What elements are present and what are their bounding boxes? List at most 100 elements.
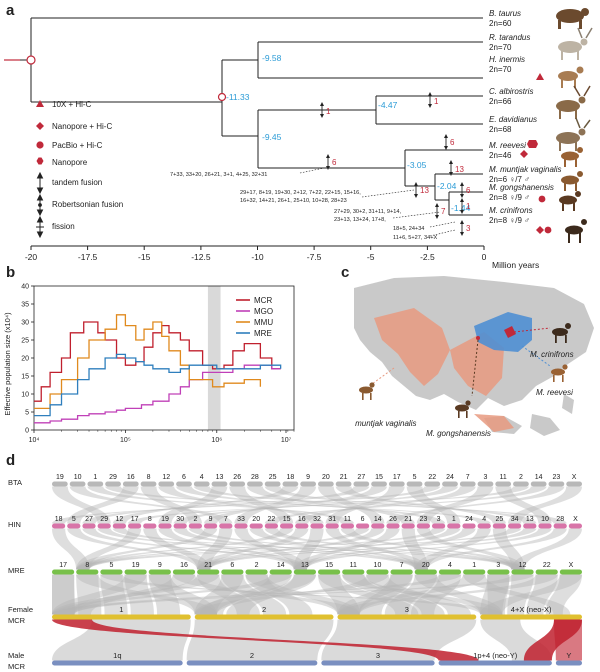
chromosome-bar bbox=[462, 523, 476, 529]
chromosome-number: 2n=46 bbox=[489, 151, 512, 160]
synteny-ribbon bbox=[511, 528, 582, 570]
chromosome-label: 31 bbox=[328, 516, 336, 523]
chromosome-bar bbox=[406, 481, 423, 487]
legend-label: Nanopore bbox=[52, 158, 88, 167]
synteny-plot: 19 10 1 29 16 8 12 6 4 13 26 28 25 18 9 20 21 27 15 17 5 22 24… bbox=[8, 474, 582, 671]
chromosome-bar bbox=[186, 660, 318, 666]
synteny-ribbon bbox=[67, 486, 139, 524]
species-name: B. taurus bbox=[489, 9, 521, 18]
chromosome-bar bbox=[52, 481, 68, 487]
shaded-period bbox=[207, 286, 221, 430]
chromosome-label: 3 bbox=[405, 605, 409, 614]
fusion-note: 11+6, 5+27, 34+X bbox=[393, 235, 437, 241]
fusion-arrow-icon bbox=[460, 220, 464, 236]
chromosome-bar bbox=[140, 481, 157, 487]
fusion-note: 29+17, 8+19, 19+30, 2+12, 7+22, 22+15, 1… bbox=[240, 190, 361, 196]
axis-tick-label: -12.5 bbox=[191, 252, 211, 262]
legend-label: fission bbox=[52, 222, 75, 231]
node-age: -9.58 bbox=[262, 53, 282, 63]
chromosome-bar bbox=[492, 523, 506, 529]
chromosome-label: 12 bbox=[162, 474, 170, 481]
triangle-icon bbox=[536, 73, 544, 80]
chromosome-label: 21 bbox=[204, 562, 212, 569]
chromosome-bar bbox=[523, 523, 537, 529]
psmc-chart: Effective population size (x10⁴) 0 5 10 15 2… bbox=[3, 284, 295, 444]
chromosome-label: 7 bbox=[466, 474, 470, 481]
fusion-count: 7 bbox=[441, 207, 446, 216]
indian-muntjac-icon bbox=[561, 171, 583, 191]
fusion-count: 1 bbox=[326, 107, 331, 116]
species-name: M. crinifrons bbox=[489, 206, 533, 215]
synteny-ribbon bbox=[158, 528, 308, 570]
chromosome-bar bbox=[432, 523, 446, 529]
chromosome-label: 3 bbox=[437, 516, 441, 523]
gongshan-muntjac-icon bbox=[559, 191, 581, 211]
water-deer-icon bbox=[558, 66, 584, 88]
chromosome-bar bbox=[219, 523, 233, 529]
synteny-ribbon bbox=[82, 528, 308, 570]
synteny-ribbon bbox=[342, 574, 503, 615]
synteny-ribbon bbox=[69, 486, 233, 524]
fusion-note: 18+5, 24+34 bbox=[393, 226, 424, 232]
synteny-ribbon bbox=[52, 574, 147, 615]
synteny-ribbon bbox=[414, 528, 491, 570]
synteny-ribbon bbox=[337, 574, 413, 615]
synteny-ribbon bbox=[480, 574, 510, 615]
chromosome-bar bbox=[335, 481, 352, 487]
synteny-ribbon bbox=[52, 619, 479, 661]
synteny-ribbon bbox=[194, 574, 389, 615]
synteny-ribbon bbox=[158, 486, 228, 524]
synteny-ribbon bbox=[52, 574, 76, 615]
synteny-ribbon bbox=[52, 486, 111, 524]
fusion-counts: 1 1 6 6 13 13 7 6 1 3 bbox=[326, 97, 471, 233]
y-tick-label: 15 bbox=[21, 374, 29, 381]
node-age: -1.44 bbox=[451, 203, 471, 213]
species-name: M. muntjak vaginalis bbox=[489, 165, 561, 174]
chromosome-bar bbox=[371, 481, 387, 487]
synteny-ribbon bbox=[526, 574, 558, 615]
chromosome-label: 11 bbox=[350, 562, 357, 569]
synteny-ribbon bbox=[554, 619, 582, 661]
leader-line bbox=[371, 367, 395, 385]
chromosome-label: 5 bbox=[110, 562, 114, 569]
synteny-ribbon bbox=[52, 619, 191, 661]
synteny-ribbon bbox=[406, 486, 461, 524]
chromosome-label: 13 bbox=[216, 474, 224, 481]
chromosome-bar bbox=[442, 481, 458, 487]
chromosome-bar bbox=[438, 569, 462, 575]
synteny-ribbon bbox=[124, 574, 154, 615]
synteny-ribbon bbox=[76, 528, 294, 570]
chromosome-label: Y bbox=[566, 651, 571, 660]
synteny-ribbon bbox=[52, 528, 90, 570]
series-line-mcr bbox=[34, 321, 281, 402]
synteny-ribbon bbox=[76, 528, 218, 570]
island-range bbox=[474, 414, 514, 432]
chromosome-bar bbox=[371, 523, 385, 529]
synteny-ribbon bbox=[200, 574, 292, 615]
axis-tick-label: 0 bbox=[482, 252, 487, 262]
y-tick-label: 25 bbox=[21, 338, 29, 345]
chromosome-bar bbox=[538, 523, 552, 529]
synteny-ribbon bbox=[194, 574, 316, 615]
chromosome-bar bbox=[100, 569, 123, 575]
synteny-ribbon bbox=[173, 486, 458, 524]
chromosome-label: 26 bbox=[233, 474, 241, 481]
chromosome-bar bbox=[495, 481, 512, 487]
synteny-ribbon bbox=[245, 574, 313, 615]
chromosome-number: 2n=70 bbox=[489, 43, 512, 52]
legend-label: MCR bbox=[254, 296, 272, 305]
fusion-note: 7+33, 33+20, 26+21, 3+1, 4+25, 32+31 bbox=[170, 172, 267, 178]
synteny-ribbon bbox=[249, 528, 428, 570]
chromosome-bar bbox=[105, 481, 121, 487]
chromosome-label: 27 bbox=[357, 474, 365, 481]
map-label-crinifrons: M. crinifrons bbox=[530, 350, 574, 359]
synteny-ribbon bbox=[293, 528, 552, 570]
chromosome-bar bbox=[52, 569, 75, 575]
axis-tick-label: -20 bbox=[25, 252, 38, 262]
chromosome-label: 15 bbox=[283, 516, 291, 523]
method-legend: 10X + Hi-C Nanopore + Hi-C PacBio + Hi-C… bbox=[36, 100, 123, 231]
chromosome-bar bbox=[197, 569, 220, 575]
chromosome-bar bbox=[194, 614, 334, 620]
chromosome-bar bbox=[337, 614, 477, 620]
synteny-ribbon bbox=[52, 574, 292, 615]
